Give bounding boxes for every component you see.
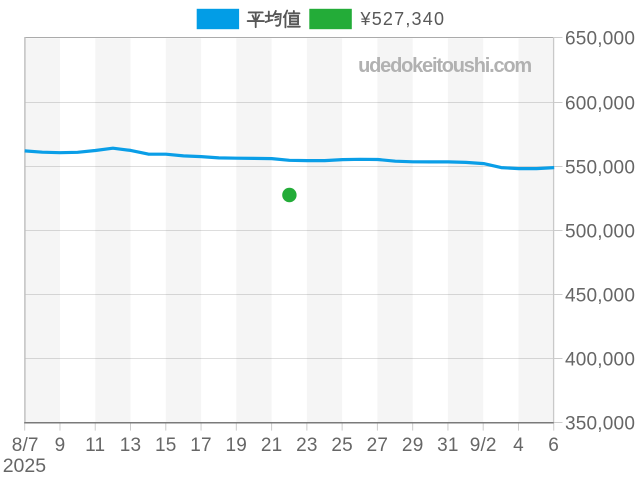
svg-text:8/7: 8/7 xyxy=(12,435,39,456)
svg-text:23: 23 xyxy=(296,435,318,456)
svg-text:500,000: 500,000 xyxy=(565,221,635,242)
svg-text:19: 19 xyxy=(226,435,248,456)
svg-text:11: 11 xyxy=(85,435,105,456)
svg-text:4: 4 xyxy=(513,435,524,456)
svg-text:17: 17 xyxy=(190,435,212,456)
svg-text:9/2: 9/2 xyxy=(470,435,497,456)
svg-text:400,000: 400,000 xyxy=(565,349,635,370)
svg-text:15: 15 xyxy=(155,435,177,456)
svg-text:31: 31 xyxy=(437,435,459,456)
svg-text:¥527,340: ¥527,340 xyxy=(360,9,446,29)
svg-text:350,000: 350,000 xyxy=(565,413,635,434)
svg-text:550,000: 550,000 xyxy=(565,157,635,178)
svg-text:25: 25 xyxy=(331,435,353,456)
svg-text:27: 27 xyxy=(367,435,389,456)
svg-text:650,000: 650,000 xyxy=(565,29,635,50)
svg-text:udedokeitoushi.com: udedokeitoushi.com xyxy=(358,55,531,77)
svg-text:450,000: 450,000 xyxy=(565,285,635,306)
svg-text:21: 21 xyxy=(261,435,283,456)
svg-text:600,000: 600,000 xyxy=(565,93,635,114)
svg-text:29: 29 xyxy=(402,435,424,456)
svg-text:9: 9 xyxy=(55,435,66,456)
svg-text:2025: 2025 xyxy=(3,455,47,477)
svg-text:6: 6 xyxy=(548,435,559,456)
svg-text:13: 13 xyxy=(120,435,142,456)
